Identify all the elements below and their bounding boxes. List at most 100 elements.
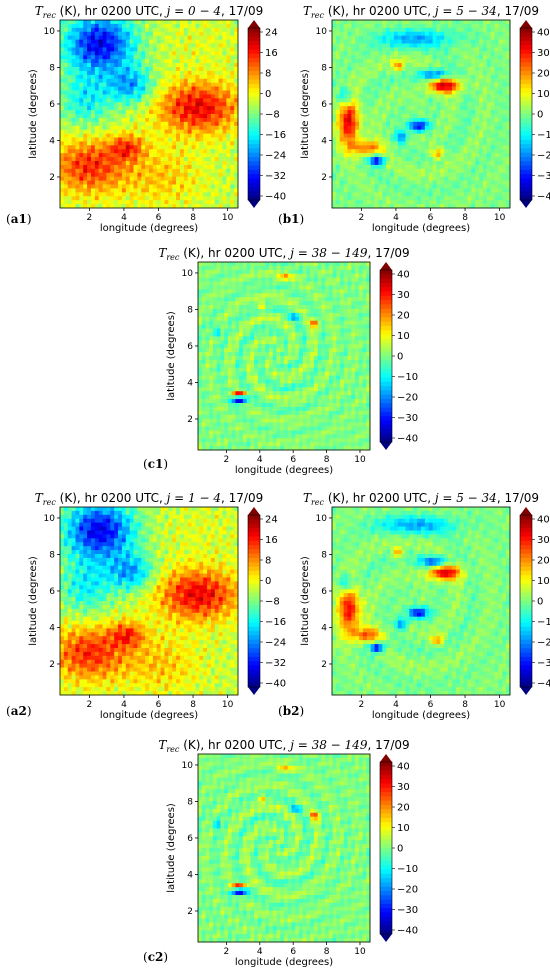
heatmap-cell xyxy=(195,74,200,80)
heatmap-cell xyxy=(234,196,239,201)
heatmap-cell xyxy=(424,90,430,95)
heatmap-cell xyxy=(125,86,131,91)
heatmap-cell xyxy=(87,161,92,166)
heatmap-cell xyxy=(141,51,146,56)
heatmap-cell xyxy=(506,43,511,48)
heatmap-cell xyxy=(168,67,173,72)
heatmap-cell xyxy=(339,176,345,181)
heatmap-cell xyxy=(94,98,100,103)
heatmap-cell xyxy=(362,78,368,84)
heatmap-cell xyxy=(176,196,181,201)
heatmap-cell xyxy=(222,110,227,115)
heatmap-cell xyxy=(463,63,468,68)
heatmap-cell xyxy=(183,70,189,76)
heatmap-cell xyxy=(506,20,511,25)
heatmap-cell xyxy=(102,43,107,48)
heatmap-cell xyxy=(145,90,150,95)
heatmap-cell xyxy=(444,20,449,25)
heatmap-cell xyxy=(355,67,360,72)
heatmap-cell xyxy=(203,106,208,111)
heatmap-cell xyxy=(317,277,322,282)
heatmap-cell xyxy=(67,102,73,107)
heatmap-cell xyxy=(125,176,131,181)
heatmap-cell xyxy=(106,153,111,158)
heatmap-cell xyxy=(106,23,111,29)
heatmap-cell xyxy=(413,39,418,44)
heatmap-cell xyxy=(90,47,96,52)
heatmap-cell xyxy=(347,161,352,166)
heatmap-cell xyxy=(378,164,383,170)
heatmap-cell xyxy=(339,114,345,119)
heatmap-cell xyxy=(355,51,360,56)
heatmap-cell xyxy=(332,74,337,80)
heatmap-cell xyxy=(291,262,296,267)
heatmap-cell xyxy=(432,78,437,84)
heatmap-cell xyxy=(114,47,119,52)
heatmap-cell xyxy=(347,63,352,68)
heatmap-cell xyxy=(355,59,360,64)
heatmap-cell xyxy=(362,110,368,115)
heatmap-cell xyxy=(87,110,92,115)
heatmap-cell xyxy=(129,43,134,48)
heatmap-cell xyxy=(60,70,65,76)
heatmap-cell xyxy=(141,176,146,181)
heatmap-cell xyxy=(386,106,391,111)
heatmap-cell xyxy=(366,265,371,271)
heatmap-cell xyxy=(471,121,476,127)
heatmap-cell xyxy=(125,47,131,52)
heatmap-cell xyxy=(195,200,200,205)
heatmap-cell xyxy=(386,23,391,29)
heatmap-cell xyxy=(160,192,165,197)
heatmap-cell xyxy=(339,63,345,68)
heatmap-cell xyxy=(239,265,244,271)
heatmap-cell xyxy=(129,117,134,123)
heatmap-cell xyxy=(118,78,123,84)
heatmap-cell xyxy=(343,94,348,99)
heatmap-cell xyxy=(125,149,131,154)
heatmap-cell xyxy=(210,121,216,127)
heatmap-cell xyxy=(207,188,212,193)
heatmap-cell xyxy=(475,188,480,193)
heatmap-cell xyxy=(230,161,235,166)
heatmap-cell xyxy=(179,168,185,174)
heatmap-cell xyxy=(362,47,368,52)
heatmap-cell xyxy=(436,180,441,185)
heatmap-cell xyxy=(370,82,375,87)
heatmap-cell xyxy=(436,114,441,119)
heatmap-cell xyxy=(121,110,127,115)
heatmap-cell xyxy=(63,168,69,174)
heatmap-cell xyxy=(424,55,430,60)
heatmap-cell xyxy=(141,117,146,123)
heatmap-cell xyxy=(87,164,92,170)
heatmap-cell xyxy=(390,82,395,87)
heatmap-cell xyxy=(347,176,352,181)
heatmap-cell xyxy=(355,265,360,271)
heatmap-cell xyxy=(160,94,165,99)
heatmap-cell xyxy=(183,55,189,60)
heatmap-cell xyxy=(102,23,107,29)
heatmap-cell xyxy=(145,117,150,123)
heatmap-cell xyxy=(90,192,96,197)
x-tick-label: 8 xyxy=(190,213,196,223)
heatmap-cell xyxy=(176,125,181,131)
heatmap-cell xyxy=(218,67,223,72)
heatmap-cell xyxy=(378,102,383,107)
heatmap-cell xyxy=(467,74,472,80)
heatmap-cell xyxy=(160,67,165,72)
heatmap-cell xyxy=(397,90,403,95)
heatmap-cell xyxy=(374,129,379,134)
heatmap-cell xyxy=(306,285,311,290)
heatmap-cell xyxy=(428,184,434,189)
heatmap-cell xyxy=(471,35,476,40)
heatmap-cell xyxy=(114,90,119,95)
heatmap-cell xyxy=(230,180,235,185)
heatmap-cell xyxy=(490,196,495,201)
heatmap-cell xyxy=(347,149,352,154)
heatmap-cell xyxy=(222,200,227,205)
heatmap-cell xyxy=(428,78,434,84)
heatmap-cell xyxy=(451,78,457,84)
heatmap-cell xyxy=(382,153,387,158)
heatmap-cell xyxy=(436,196,441,201)
heatmap-cell xyxy=(436,184,441,189)
heatmap-cell xyxy=(207,121,212,127)
